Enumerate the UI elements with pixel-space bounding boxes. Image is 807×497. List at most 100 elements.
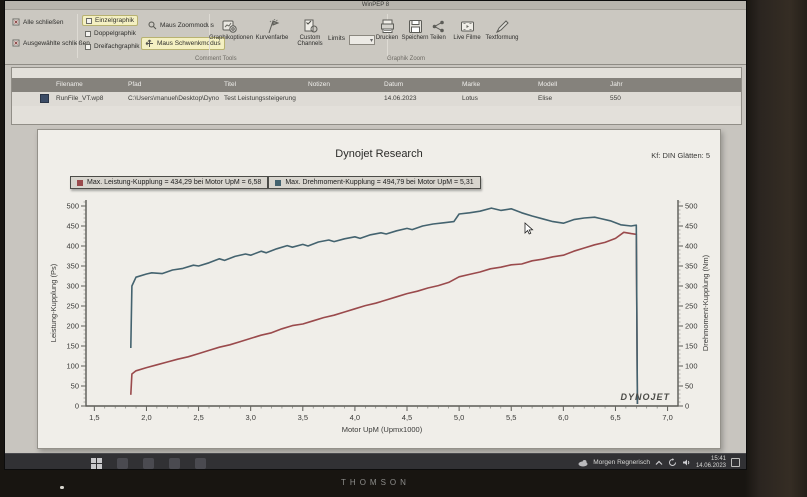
- curve-color-button[interactable]: Kurvenfarbe: [252, 19, 292, 41]
- monitor-brand: THOMSON: [341, 478, 410, 487]
- x-tick-label: 6,5: [610, 413, 620, 422]
- taskbar-app-icon[interactable]: [117, 458, 128, 469]
- window-titlebar: WinPEP 8: [5, 1, 746, 10]
- system-tray: Morgen Regnerisch 15:41 14.06.2023: [578, 454, 740, 470]
- legend-torque[interactable]: Max. Drehmoment-Kupplung = 494,79 bei Mo…: [268, 176, 481, 189]
- x-tick-label: 5,0: [454, 413, 464, 422]
- pan-hand-icon: [145, 39, 153, 47]
- file-table-row[interactable]: RunFile_VT.wp8 C:\Users\manuel\Desktop\Dy…: [12, 92, 741, 106]
- monitor-screen: WinPEP 8 Alle schließen Ausgewählte schl…: [4, 0, 747, 470]
- y-tick-label-left: 0: [75, 402, 79, 411]
- y-tick-label-right: 200: [685, 322, 698, 331]
- custom-channels-button[interactable]: Custom Channels: [290, 19, 330, 47]
- text-tool-label: Textformung: [485, 35, 519, 41]
- y-tick-label-right: 350: [685, 262, 698, 271]
- share-button[interactable]: Teilen: [423, 19, 453, 41]
- taskbar-app-icon[interactable]: [169, 458, 180, 469]
- notification-center-icon[interactable]: [731, 458, 740, 467]
- curve-color-label: Kurvenfarbe: [255, 35, 289, 41]
- close-selected-label: Ausgewählte schließen: [23, 39, 90, 47]
- dynojet-logo: DYNOJET: [620, 392, 670, 402]
- y-axis-title-left: Leistung-Kupplung (Ps): [49, 263, 58, 342]
- pencil-icon: [495, 20, 509, 34]
- share-icon: [432, 20, 444, 33]
- print-button[interactable]: Drucken: [370, 19, 404, 41]
- toolbar: Alle schließen Ausgewählte schließen Ein…: [5, 10, 746, 65]
- run-file-icon: [40, 94, 49, 103]
- column-header[interactable]: Marke: [462, 81, 481, 88]
- close-selected-button[interactable]: Ausgewählte schließen: [9, 38, 93, 48]
- graph-options-button[interactable]: Graphikoptionen: [209, 19, 253, 41]
- volume-icon[interactable]: [682, 458, 691, 467]
- save-button[interactable]: Speichern: [397, 19, 433, 41]
- printer-icon: [380, 19, 394, 33]
- chevron-up-icon[interactable]: [655, 459, 663, 467]
- mouse-cursor: [524, 222, 534, 241]
- x-tick-label: 5,5: [506, 413, 516, 422]
- window-title: WinPEP 8: [361, 2, 390, 8]
- y-tick-label-right: 50: [685, 382, 693, 391]
- plot-area[interactable]: 0 0 50 50 100 100 150 150 200 200 250 250 300 300 350 3…: [44, 192, 714, 451]
- legend-power[interactable]: Max. Leistung-Kupplung = 434,29 bei Moto…: [70, 176, 269, 189]
- film-icon: [460, 21, 474, 32]
- x-axis-title: Motor UpM (Upmx1000): [342, 425, 423, 434]
- mouse-pan-mode-button[interactable]: Maus Schwenkmodus: [141, 37, 225, 50]
- correction-factor-label: Kf: DIN Glätten: 5: [651, 151, 710, 160]
- monitor-power-led: [60, 486, 64, 489]
- table-cell: Elise: [538, 95, 553, 102]
- table-cell: Lotus: [462, 95, 478, 102]
- text-tool-button[interactable]: Textformung: [479, 19, 525, 41]
- close-all-label: Alle schließen: [23, 18, 64, 26]
- x-tick-label: 1,5: [89, 413, 99, 422]
- y-tick-label-left: 100: [66, 362, 79, 371]
- taskbar-app-icon[interactable]: [143, 458, 154, 469]
- custom-channels-label: Custom Channels: [297, 35, 323, 47]
- chart-legend: Max. Leistung-Kupplung = 434,29 bei Moto…: [70, 176, 481, 189]
- live-films-button[interactable]: Live Filme: [449, 19, 485, 41]
- double-graph-toggle[interactable]: Doppelgraphik: [82, 29, 139, 38]
- toolbar-separator: [387, 14, 388, 58]
- graph-options-icon: [222, 20, 237, 33]
- y-tick-label-right: 300: [685, 282, 698, 291]
- toolbar-separator: [209, 14, 210, 58]
- close-all-button[interactable]: Alle schließen: [9, 17, 66, 27]
- weather-icon: [578, 459, 588, 466]
- column-header[interactable]: Modell: [538, 81, 558, 88]
- save-disk-icon: [408, 20, 422, 33]
- single-graph-toggle[interactable]: Einzelgraphik: [82, 15, 139, 26]
- limits-label: Limits: [328, 35, 345, 42]
- legend-power-chip: [77, 179, 83, 186]
- column-header[interactable]: Jahr: [610, 81, 623, 88]
- x-tick-label: 2,0: [141, 413, 151, 422]
- taskbar: Morgen Regnerisch 15:41 14.06.2023: [5, 453, 746, 470]
- legend-torque-chip: [275, 179, 282, 186]
- file-table-header: Filename Pfad Titel Notizen Datum Marke Modell…: [12, 78, 741, 92]
- triple-graph-toggle[interactable]: Dreifachgraphik: [82, 42, 143, 51]
- column-header[interactable]: Titel: [224, 81, 237, 88]
- clock-time: 15:41: [710, 455, 726, 462]
- axes: [85, 200, 679, 407]
- column-header[interactable]: Notizen: [308, 81, 331, 88]
- table-cell: 14.06.2023: [384, 95, 417, 102]
- close-file-icon: [12, 39, 20, 47]
- weather-text[interactable]: Morgen Regnerisch: [593, 459, 650, 466]
- taskbar-clock[interactable]: 15:41 14.06.2023: [696, 456, 726, 470]
- y-tick-label-left: 300: [66, 282, 79, 291]
- checkbox-icon: [85, 43, 91, 50]
- column-header[interactable]: Filename: [56, 81, 83, 88]
- limits-dropdown[interactable]: [349, 35, 375, 45]
- y-tick-label-right: 250: [685, 302, 698, 311]
- share-label: Teilen: [430, 35, 446, 41]
- single-graph-label: Einzelgraphik: [95, 17, 135, 24]
- taskbar-app-icon[interactable]: [195, 458, 206, 469]
- x-tick-label: 2,5: [193, 413, 203, 422]
- start-button[interactable]: [91, 458, 102, 469]
- mouse-zoom-mode-button[interactable]: Maus Zoommodus: [145, 20, 217, 31]
- group-label-comment-tools: Comment Tools: [195, 56, 237, 62]
- column-header[interactable]: Pfad: [128, 81, 142, 88]
- print-label: Drucken: [375, 35, 399, 41]
- column-header[interactable]: Datum: [384, 81, 404, 88]
- sync-icon[interactable]: [668, 458, 677, 467]
- group-label-graph-zoom: Graphik Zoom: [387, 56, 426, 62]
